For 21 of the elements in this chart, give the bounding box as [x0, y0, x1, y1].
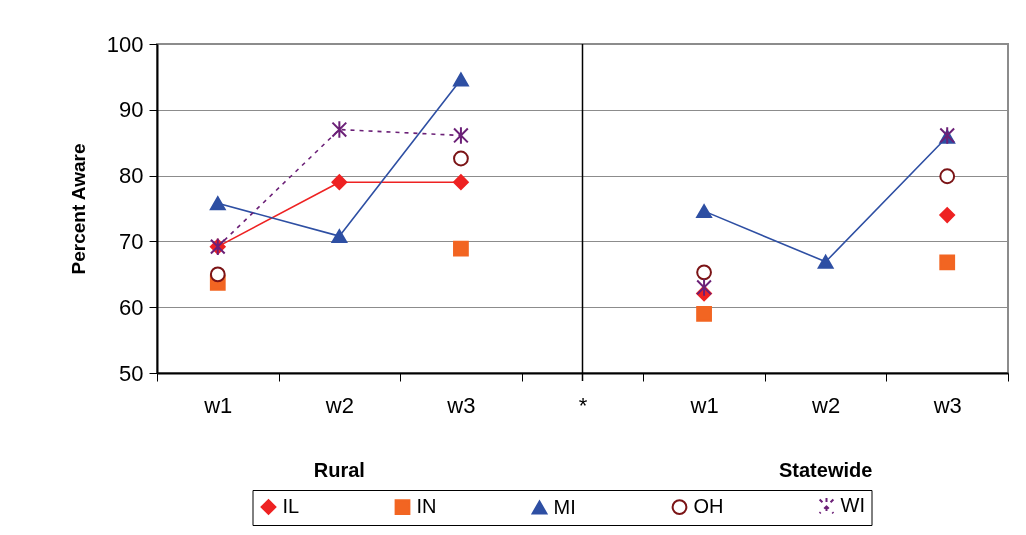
legend-label: MI	[553, 495, 576, 518]
y-tick-label: 60	[119, 294, 144, 320]
y-tick-label: 50	[119, 360, 144, 386]
x-tick-label: w3	[446, 392, 476, 418]
x-tick-label: w3	[932, 392, 962, 418]
text: Statewide	[778, 459, 873, 481]
legend-label: IN	[416, 495, 437, 518]
legend-label: OH	[693, 495, 724, 518]
legend-label: IL	[282, 495, 300, 518]
text: Rural	[313, 459, 365, 481]
x-tick-label: w1	[689, 392, 719, 418]
x-tick-label: w2	[811, 392, 841, 418]
y-tick-label: 70	[119, 228, 144, 254]
legend-label: WI	[840, 494, 865, 517]
y-tick-label: 80	[119, 163, 144, 189]
x-tick-label: w1	[203, 392, 233, 418]
x-tick-label: w2	[324, 392, 354, 418]
x-tick-label: *	[578, 392, 588, 418]
y-tick-label: 90	[119, 97, 144, 123]
y-tick-label: 100	[106, 31, 144, 57]
y-axis-title: Percent Aware	[67, 143, 89, 275]
